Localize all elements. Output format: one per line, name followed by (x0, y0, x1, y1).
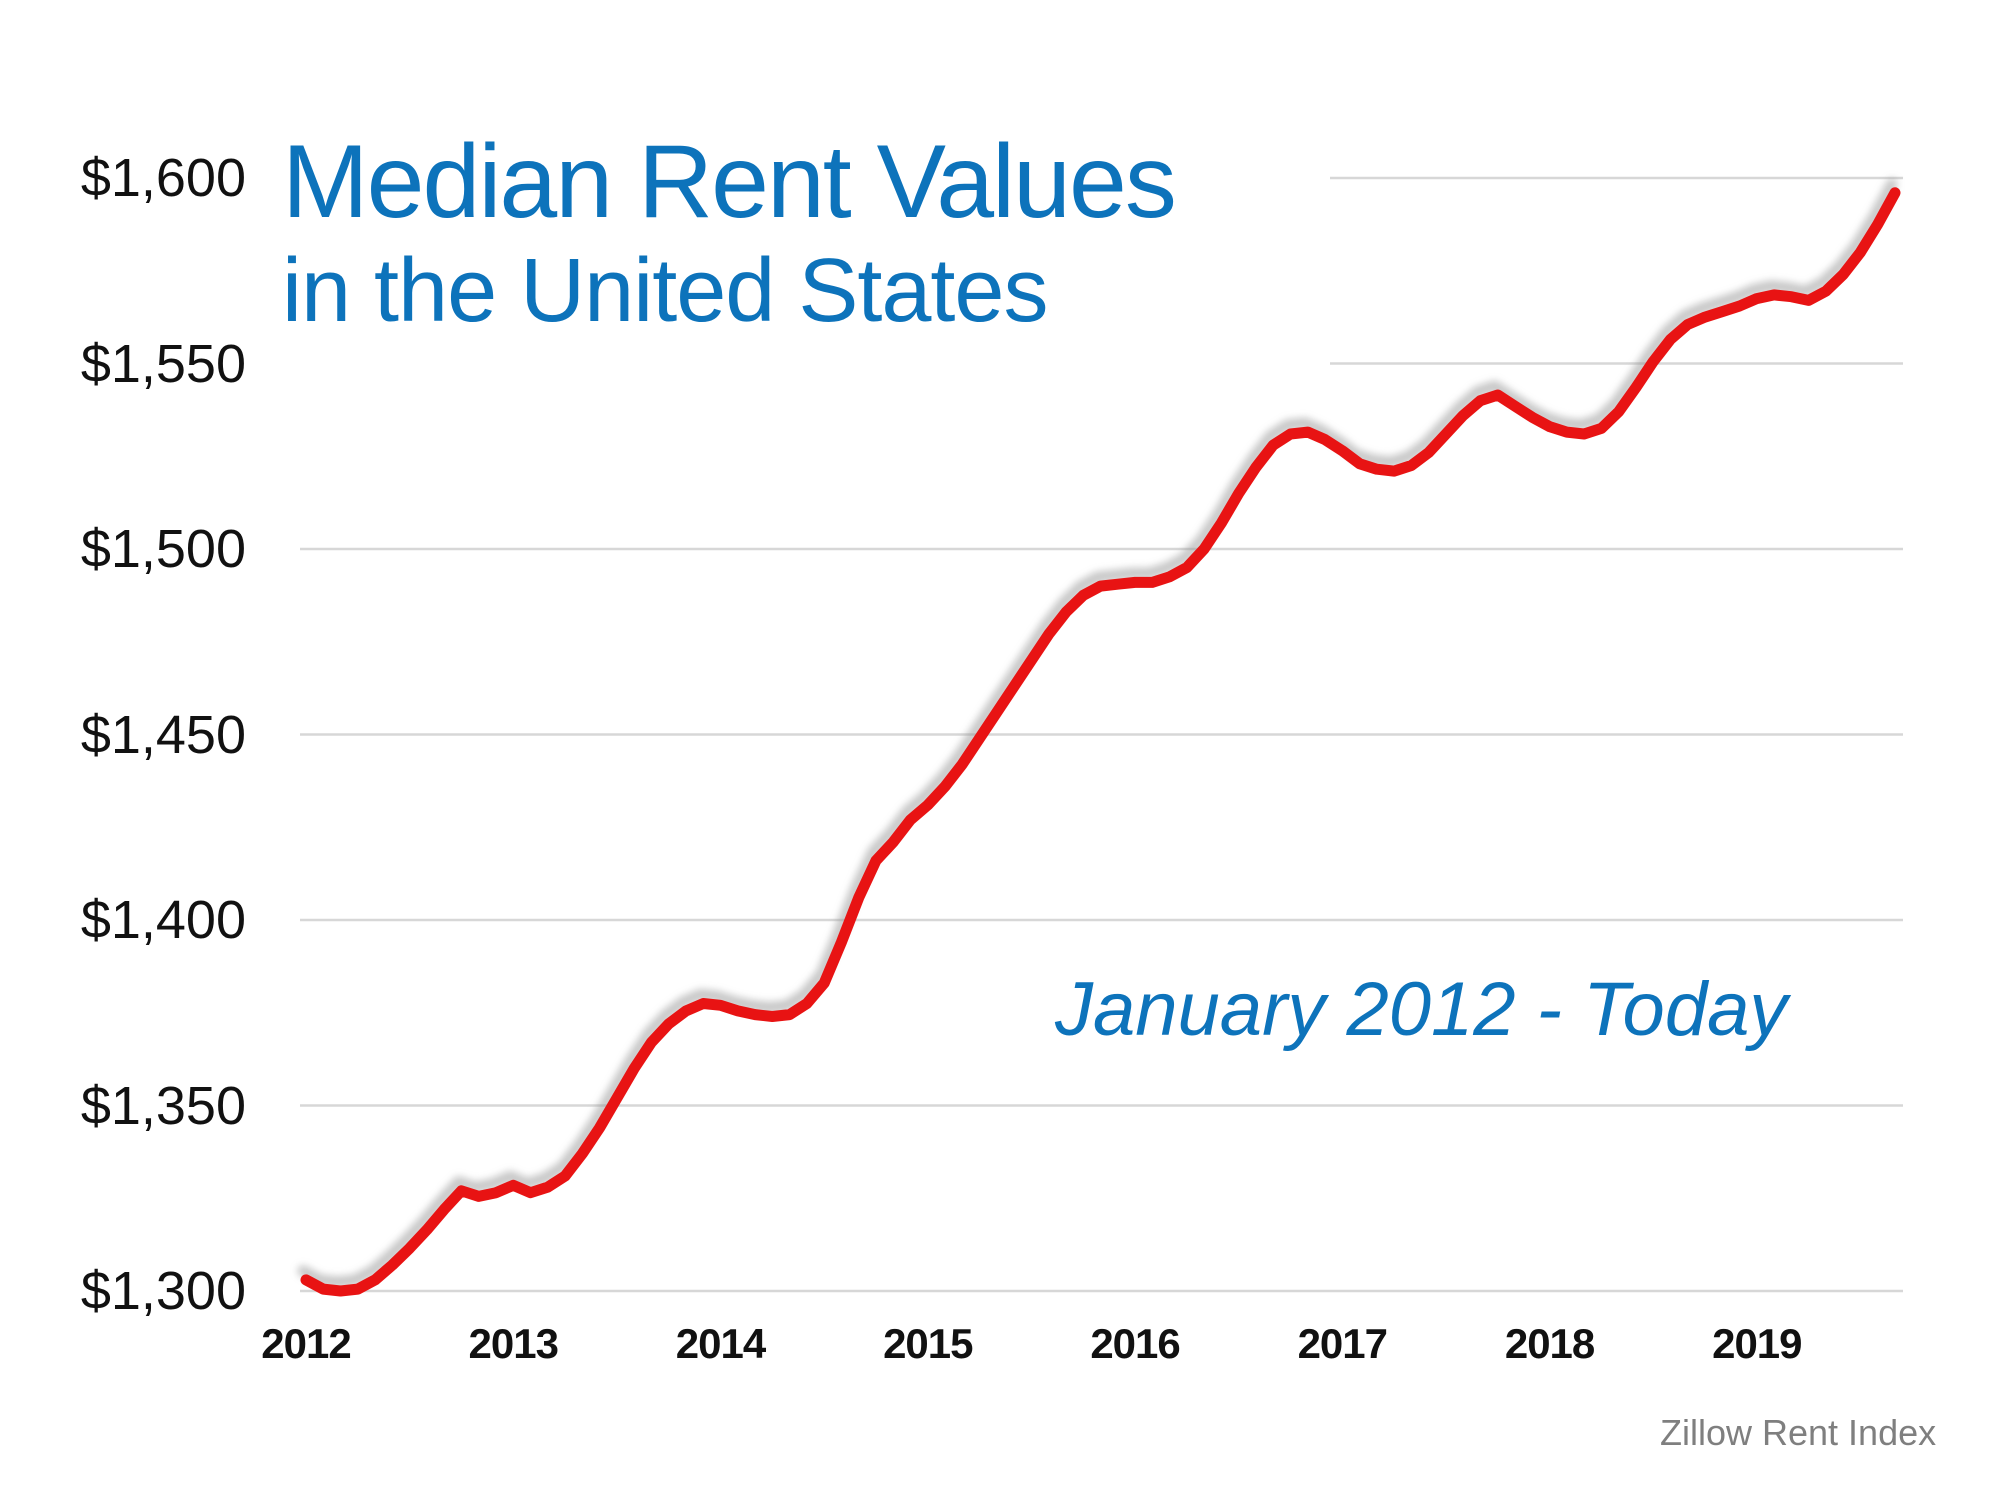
y-tick-label: $1,500 (80, 519, 246, 579)
y-tick-label: $1,400 (80, 890, 246, 950)
y-tick-label: $1,350 (80, 1075, 246, 1136)
x-tick-label: 2015 (883, 1320, 973, 1367)
x-tick-label: 2019 (1712, 1320, 1802, 1367)
x-tick-label: 2014 (675, 1320, 766, 1367)
x-tick-label: 2013 (468, 1320, 559, 1367)
x-tick-label: 2017 (1297, 1320, 1388, 1367)
x-tick-label: 2012 (261, 1320, 351, 1367)
x-tick-label: 2018 (1504, 1320, 1595, 1367)
y-tick-label: $1,600 (80, 148, 246, 208)
rent-line-shadow (297, 178, 1898, 1288)
series-layer (297, 178, 1901, 1297)
y-tick-label: $1,450 (80, 704, 246, 765)
y-tick-label: $1,550 (80, 333, 246, 394)
source-credit: Zillow Rent Index (1660, 1412, 1937, 1453)
chart-title-line-2: in the United States (282, 241, 1048, 342)
chart-title: Median Rent Values in the United States (282, 126, 1330, 382)
x-tick-label: 2016 (1090, 1320, 1180, 1367)
date-range-annotation: January 2012 - Today (1055, 967, 1788, 1052)
y-tick-label: $1,300 (80, 1261, 246, 1321)
rent-line (300, 187, 1901, 1297)
chart-title-line-1: Median Rent Values (282, 124, 1177, 240)
